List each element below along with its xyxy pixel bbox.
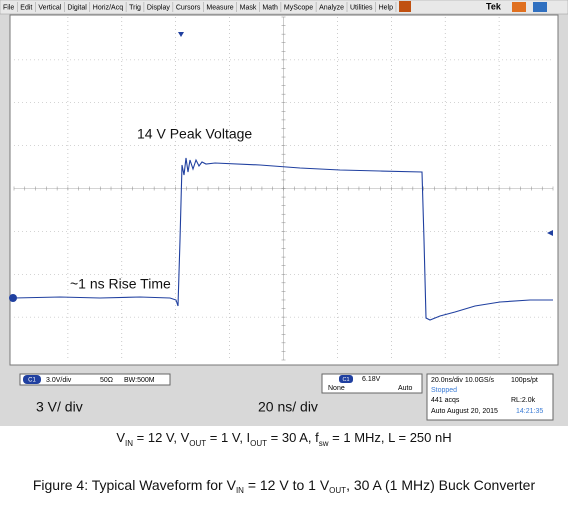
- trigger-level: [547, 230, 553, 236]
- screen: [9, 14, 559, 366]
- close-button[interactable]: [533, 2, 547, 12]
- peak-annotation: 14 V Peak Voltage: [137, 126, 252, 142]
- caption-text: = 12 V to 1 V: [244, 477, 330, 493]
- trigger-position: [178, 32, 184, 37]
- channel-badge: [23, 375, 41, 384]
- date: Auto August 20, 2015: [431, 408, 498, 415]
- acq-state: Stopped: [431, 387, 457, 394]
- channel-marker: [9, 294, 17, 302]
- caption-text: = 12 V, V: [133, 430, 190, 445]
- trig-badge: [339, 375, 353, 383]
- trig-coupling: None: [328, 385, 345, 392]
- menu-item[interactable]: MyScope: [284, 4, 313, 11]
- caption-text: , 30 A (1 MHz) Buck Converter: [346, 477, 535, 493]
- caption-text: Figure 4: Typical Waveform for V: [33, 477, 237, 493]
- figure-caption: Figure 4: Typical Waveform for VIN = 12 …: [33, 477, 536, 495]
- timebase: 20.0ns/div 10.0GS/s: [431, 377, 495, 384]
- channel-label: C1: [28, 378, 36, 384]
- trig-channel: C1: [342, 377, 349, 383]
- subscript: sw: [319, 439, 329, 448]
- menu-item[interactable]: Help: [379, 4, 394, 11]
- impedance: 50Ω: [100, 377, 113, 384]
- record-length: RL:2.0k: [511, 397, 536, 404]
- menu-item[interactable]: Math: [262, 4, 278, 11]
- caption-text: V: [116, 430, 125, 445]
- subscript: OUT: [329, 486, 346, 495]
- menu-item[interactable]: Horiz/Acq: [93, 4, 123, 11]
- subscript: OUT: [189, 439, 206, 448]
- subscript: IN: [125, 439, 133, 448]
- menu-item[interactable]: Measure: [206, 4, 233, 11]
- waveform: [13, 157, 553, 321]
- acq-box: [426, 373, 554, 421]
- menu-item[interactable]: Trig: [129, 4, 141, 11]
- trig-level: 6.18V: [362, 376, 381, 383]
- menu-item[interactable]: Vertical: [38, 4, 61, 11]
- caption-text: = 1 MHz, L = 250 nH: [329, 430, 452, 445]
- menu-item[interactable]: File: [3, 4, 14, 11]
- channel-box: [19, 373, 171, 386]
- menu-item[interactable]: Edit: [20, 4, 32, 11]
- trig-mode: Auto: [398, 385, 413, 392]
- conditions: VIN = 12 V, VOUT = 1 V, IOUT = 30 A, fsw…: [116, 430, 451, 447]
- vdiv: 3.0V/div: [46, 377, 72, 384]
- hscale-annotation: 20 ns/ div: [258, 399, 318, 415]
- menu-item[interactable]: Utilities: [350, 4, 373, 11]
- resolution: 100ps/pt: [511, 377, 538, 384]
- subscript: OUT: [250, 439, 267, 448]
- subscript: IN: [236, 486, 244, 495]
- bandwidth: BW:500M: [124, 377, 155, 384]
- rise-annotation: ~1 ns Rise Time: [70, 276, 171, 292]
- time: 14:21:35: [516, 408, 543, 415]
- menu-item[interactable]: Display: [147, 4, 170, 11]
- grid: [13, 16, 554, 361]
- menu-item[interactable]: Mask: [240, 4, 257, 11]
- vscale-annotation: 3 V/ div: [36, 399, 83, 415]
- brand: Tek: [486, 1, 502, 11]
- caption-text: = 30 A, f: [267, 430, 319, 445]
- minimize-button[interactable]: [512, 2, 526, 12]
- menu-item[interactable]: Analyze: [319, 4, 344, 11]
- menu-item[interactable]: Digital: [67, 4, 87, 11]
- acqs: 441 acqs: [431, 397, 460, 404]
- menu-icon[interactable]: [399, 1, 411, 12]
- menu-item[interactable]: Cursors: [176, 4, 201, 11]
- menu-bar: [0, 0, 568, 15]
- caption-text: = 1 V, I: [206, 430, 250, 445]
- menu: File Edit Vertical Digital Horiz/Acq Trig Disp…: [3, 2, 397, 12]
